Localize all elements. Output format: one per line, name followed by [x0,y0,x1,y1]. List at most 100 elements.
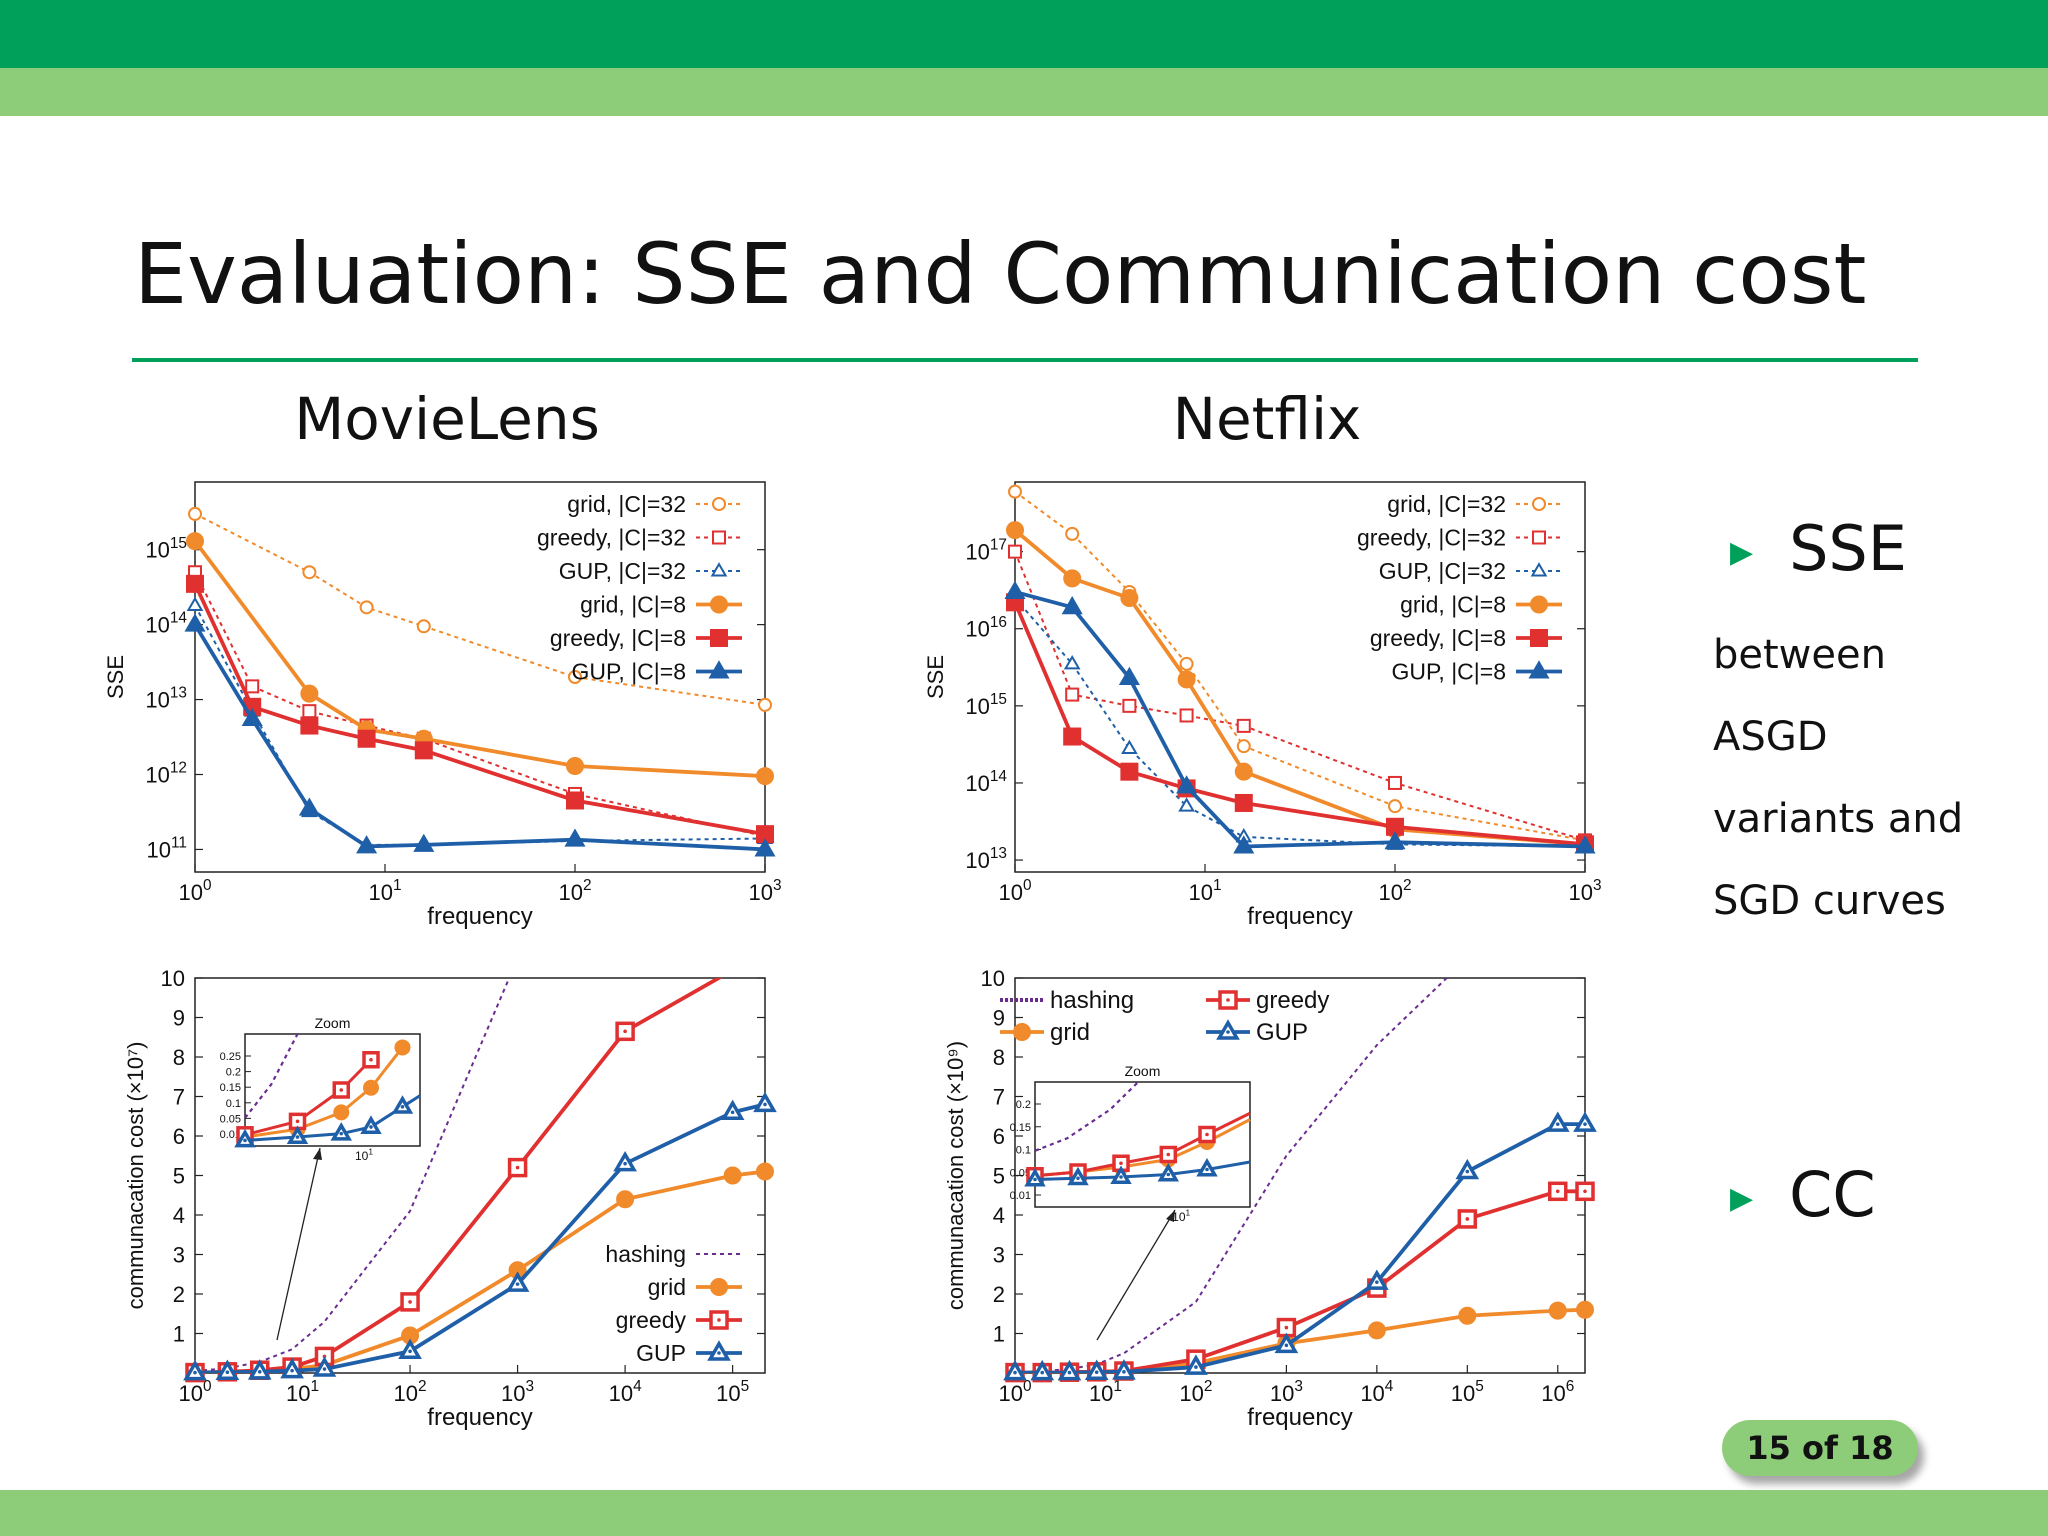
data-point-0 [568,670,582,684]
zoom-point-dot [1205,1132,1209,1137]
y-axis-label: SSE [923,655,948,699]
y-tick-label: 10 [981,966,1005,991]
data-point-2-dot [408,1300,412,1304]
data-point-5 [564,828,586,847]
sse-text-line-1: between [1713,632,1886,678]
data-point-5 [754,838,776,857]
zoom-point-dot [295,1135,300,1139]
footer-band [0,1490,2048,1536]
zoom-y-label: 0.01 [1010,1190,1031,1202]
data-point-3-dot [763,1102,767,1107]
data-point-0 [302,565,317,580]
header-band-light [0,68,2048,116]
data-point-3-dot [290,1368,294,1373]
series-line-2 [1015,1189,1585,1373]
x-tick-label: 102 [394,1378,427,1406]
movielens-cc-chart: 100 101 102 103 104 105 1 2 3 4 5 6 7 8 9 10 frequency co… [123,966,777,1431]
zoom-y-label: 0.15 [220,1082,241,1094]
x-tick-label: 102 [1378,877,1411,905]
data-point-3-dot [1067,1370,1072,1375]
data-point-3-dot [1194,1365,1198,1369]
legend-label: grid [1050,1019,1090,1046]
zoom-y-label: 0.01 [220,1129,241,1141]
x-tick-label: 101 [1188,877,1221,905]
zoom-y-label: 0.1 [226,1098,241,1110]
netflix-sse-chart: 100 101 102 103 1013 1014 1015 1016 1017 frequenc… [923,481,1602,930]
series-line-0 [195,513,765,706]
data-point-2 [1178,797,1195,812]
data-point-5 [241,707,263,727]
data-point-3-dot [257,1370,262,1374]
zoom-point-dot [1119,1175,1123,1179]
data-point-2-dot [515,1165,520,1170]
data-point-0 [1065,526,1080,541]
data-point-1 [756,1162,774,1181]
x-tick-label: 101 [368,877,401,905]
zoom-pointer [1096,1209,1176,1341]
sse-text-line-4: SGD curves [1713,878,1946,924]
data-point-4 [1234,793,1253,812]
bullet-cc-label: CC [1789,1158,1876,1231]
y-tick-label: 10 [161,966,185,991]
legend-label: hashing [605,1241,686,1267]
data-point-3-dot [515,1282,520,1286]
data-point-5 [1384,831,1406,850]
data-point-3 [1063,569,1082,588]
x-axis-label: frequency [427,1404,532,1431]
data-point-3 [1234,762,1253,781]
zoom-point-dot [400,1105,405,1109]
data-point-2 [1121,739,1138,754]
data-point-1 [723,1166,742,1185]
slide-title: Evaluation: SSE and Communication cost [134,225,1867,323]
legend-label: grid, |C|=8 [580,592,686,618]
legend-marker [708,660,730,679]
data-point-5 [1004,580,1026,599]
y-tick-label: 1015 [965,691,1007,719]
data-point-5 [413,833,435,852]
y-tick-label: 6 [173,1124,185,1149]
y-tick-label: 3 [993,1243,1005,1268]
legend-label: GUP [636,1340,686,1366]
y-axis-label: SSE [103,655,128,699]
zoom-y-label: 0.05 [1010,1167,1031,1179]
data-point-1 [1576,1300,1594,1319]
zoom-y-label: 0.2 [226,1067,241,1079]
zoom-point [363,1079,379,1096]
data-point-4 [414,741,433,760]
bullet-triangle-icon: ▶ [1730,1181,1754,1217]
legend-label: grid [648,1274,686,1300]
data-point-4 [300,716,319,735]
y-tick-label: 1 [173,1322,185,1347]
data-point-2 [1063,654,1081,670]
legend-marker-dot [717,1351,721,1355]
x-tick-label: 105 [716,1378,749,1406]
zoom-series-line-3 [1034,1160,1251,1181]
zoom-series-line-0 [244,1033,299,1119]
data-point-4 [186,574,204,593]
x-tick-label: 101 [1089,1378,1122,1406]
bullet-sse: ▶ SSE [1730,512,1907,585]
netflix-cc-chart: 100 101 102 103 104 105 106 1 2 3 4 5 6 7 8 9 10 frequenc… [943,966,1597,1431]
data-point-0 [359,600,374,615]
x-axis-label: frequency [427,903,532,930]
data-point-0 [188,506,202,521]
y-tick-label: 6 [993,1124,1005,1149]
legend-label: GUP, |C|=32 [1379,558,1506,584]
legend-marker [1013,1023,1031,1041]
data-point-1 [245,679,260,694]
plot-frame [194,481,766,873]
data-point-3-dot [408,1349,412,1354]
y-tick-label: 1015 [145,535,187,563]
zoom-point-dot [1033,1177,1037,1182]
legend-marker [712,530,726,545]
zoom-point-dot [1119,1161,1123,1166]
series-line-0 [195,978,511,1373]
y-tick-label: 1013 [145,685,187,713]
data-point-1 [1065,687,1080,702]
data-point-3-dot [623,1161,627,1166]
zoom-point-dot [1166,1172,1171,1177]
zoom-y-label: 0.15 [1010,1122,1031,1134]
legend-marker [710,629,728,647]
y-tick-label: 1017 [965,537,1007,565]
data-point-3-dot [1465,1169,1470,1174]
